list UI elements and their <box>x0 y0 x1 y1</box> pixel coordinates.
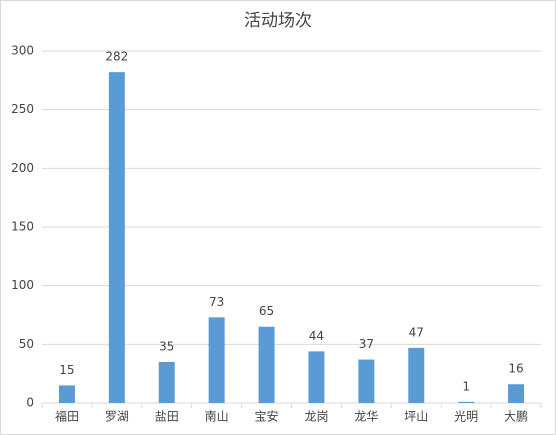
y-tick-label: 300 <box>11 44 34 58</box>
bar <box>308 351 325 403</box>
bar <box>108 72 125 404</box>
x-tick-label: 宝安 <box>255 409 279 424</box>
x-tick-label: 罗湖 <box>105 409 129 424</box>
x-tick-label: 盐田 <box>155 410 179 424</box>
bar <box>508 384 525 403</box>
data-label: 35 <box>159 339 174 353</box>
data-label: 16 <box>508 362 523 376</box>
data-label: 65 <box>259 304 274 318</box>
chart-title: 活动场次 <box>244 11 312 31</box>
data-label: 44 <box>309 329 324 343</box>
y-tick-label: 200 <box>11 161 34 175</box>
x-tick-label: 福田 <box>55 409 79 424</box>
x-tick-label: 龙华 <box>354 410 378 424</box>
data-label: 1 <box>462 379 470 393</box>
x-tick-label: 大鹏 <box>504 410 528 424</box>
x-tick-label: 南山 <box>205 409 229 424</box>
data-label: 47 <box>409 325 424 339</box>
y-tick-label: 250 <box>11 102 34 116</box>
x-tick-label: 坪山 <box>404 410 428 424</box>
data-label: 282 <box>105 50 128 64</box>
bar <box>458 401 475 403</box>
bar <box>258 326 275 403</box>
y-tick-label: 0 <box>26 396 34 410</box>
bar <box>408 347 425 403</box>
data-label: 37 <box>359 337 374 351</box>
data-label: 73 <box>209 295 224 309</box>
x-tick-label: 光明 <box>454 410 478 424</box>
bar <box>208 317 225 403</box>
bar <box>58 385 75 403</box>
y-tick-label: 150 <box>11 220 34 234</box>
bar <box>158 361 175 403</box>
data-label: 15 <box>59 363 74 377</box>
bar <box>358 359 375 403</box>
y-tick-label: 100 <box>11 278 34 292</box>
x-tick-label: 龙岗 <box>304 410 328 424</box>
y-tick-label: 50 <box>19 337 34 351</box>
